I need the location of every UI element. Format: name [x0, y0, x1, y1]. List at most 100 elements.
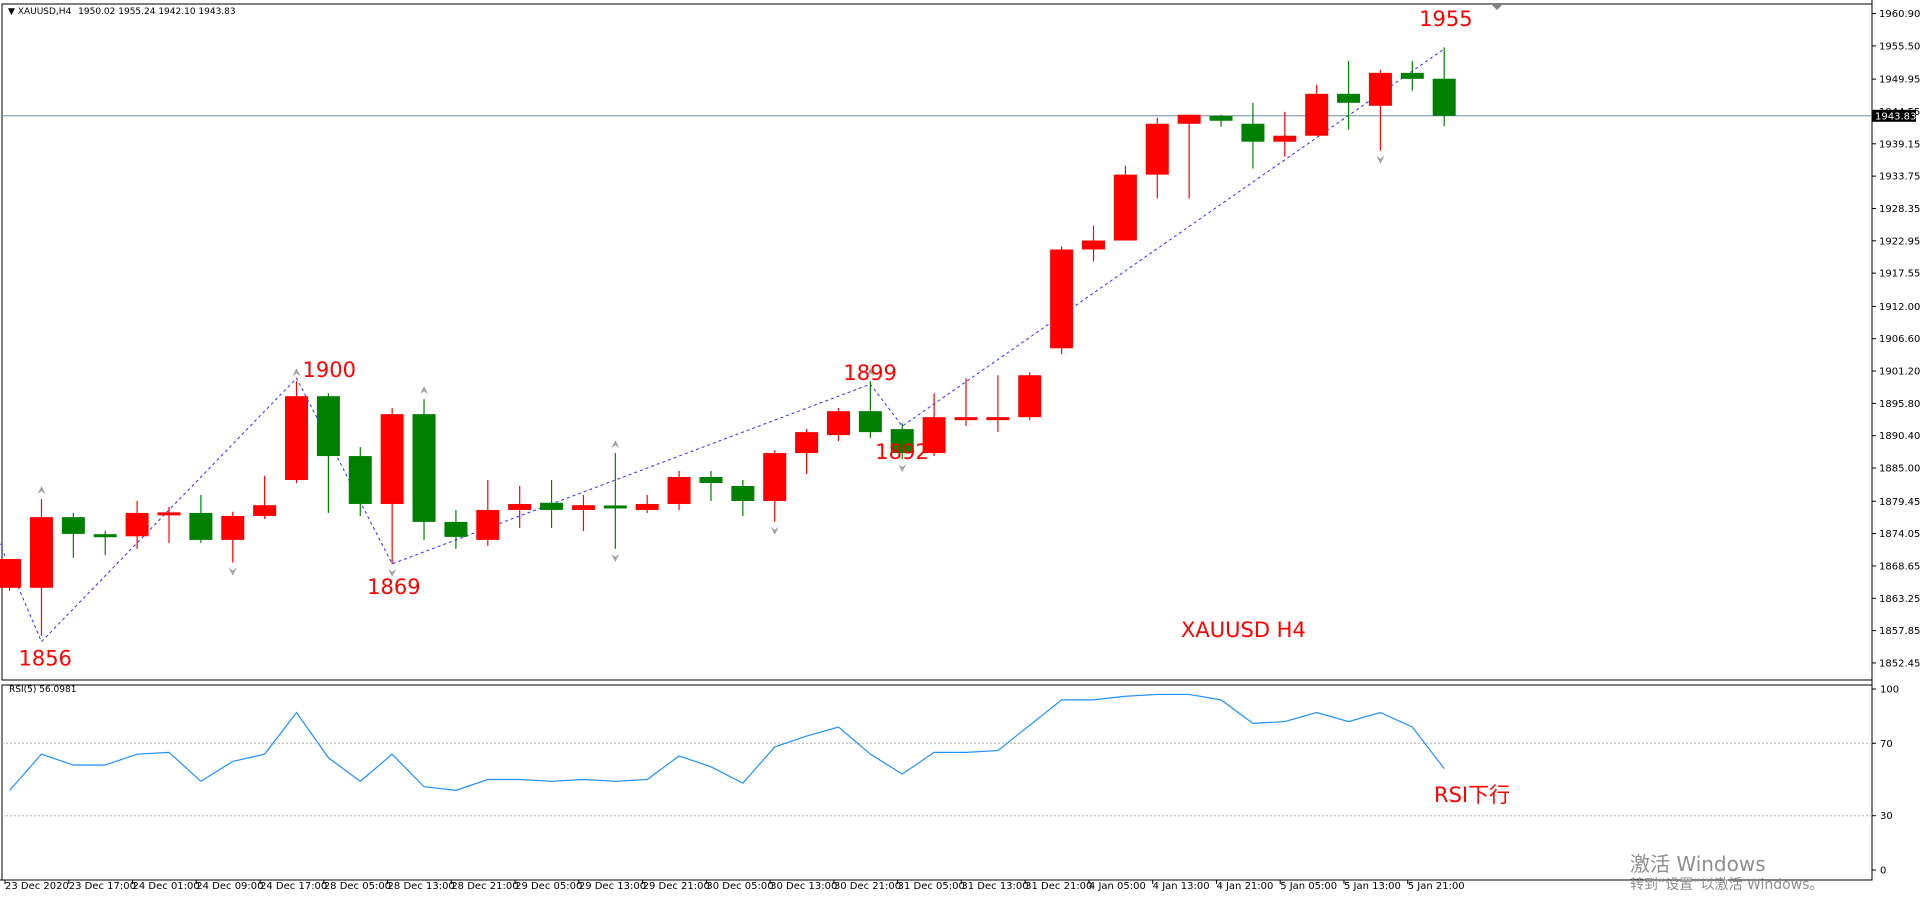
candle-body[interactable] — [1113, 174, 1137, 241]
candle-body[interactable] — [316, 396, 340, 457]
candle-body[interactable] — [0, 559, 22, 588]
candle-body[interactable] — [986, 417, 1010, 421]
candle-body[interactable] — [444, 521, 468, 537]
candle-body[interactable] — [1368, 72, 1392, 106]
candle-body[interactable] — [795, 432, 819, 454]
candle-body[interactable] — [1337, 93, 1361, 103]
candle-body[interactable] — [285, 396, 309, 481]
rsi-axis-label: 100 — [1880, 685, 1899, 696]
fractal-down-arrow-icon — [898, 464, 907, 473]
rsi-axis-label: 30 — [1880, 811, 1893, 822]
price-axis-label: 1912.00 — [1879, 302, 1920, 313]
candle-body[interactable] — [508, 503, 532, 510]
candle-body[interactable] — [1305, 93, 1329, 136]
time-axis-label: 4 Jan 21:00 — [1216, 881, 1273, 892]
swing-label-1899: 1899 — [843, 361, 896, 385]
candle-body[interactable] — [29, 517, 53, 588]
candle-body[interactable] — [476, 509, 500, 540]
time-axis-label: 31 Dec 21:00 — [1025, 881, 1092, 892]
candle-body[interactable] — [412, 414, 436, 522]
time-axis-label: 5 Jan 05:00 — [1280, 881, 1337, 892]
candle-body[interactable] — [731, 486, 755, 501]
rsi-annotation: RSI下行 — [1434, 783, 1510, 807]
price-axis-label: 1906.60 — [1879, 334, 1920, 345]
swing-label-1955: 1955 — [1419, 7, 1472, 31]
candle-body[interactable] — [699, 477, 723, 484]
price-axis-label: 1895.80 — [1879, 399, 1920, 410]
price-axis-label: 1874.05 — [1879, 529, 1920, 540]
price-axis-label: 1879.45 — [1879, 497, 1920, 508]
candle-body[interactable] — [1209, 115, 1233, 121]
candle-body[interactable] — [1432, 78, 1456, 116]
swing-label-1869: 1869 — [367, 575, 420, 599]
candle-body[interactable] — [1145, 123, 1169, 175]
candle-body[interactable] — [763, 453, 787, 501]
candle-body[interactable] — [540, 502, 564, 510]
rsi-pane-frame — [1, 684, 1873, 881]
candle-body[interactable] — [603, 505, 627, 509]
time-axis-label: 4 Jan 05:00 — [1089, 881, 1146, 892]
price-axis-label: 1852.45 — [1879, 658, 1920, 669]
fractal-up-arrow-icon — [292, 368, 301, 377]
price-axis-label: 1955.50 — [1879, 41, 1920, 52]
time-axis-label: 28 Dec 21:00 — [451, 881, 518, 892]
time-axis-label: 29 Dec 05:00 — [515, 881, 582, 892]
candle-body[interactable] — [1082, 240, 1106, 250]
price-axis-label: 1960.90 — [1879, 9, 1920, 20]
current-price-tag — [1872, 109, 1916, 122]
time-axis-label: 4 Jan 13:00 — [1153, 881, 1210, 892]
rsi-axis-label: 70 — [1880, 739, 1893, 750]
fractal-up-arrow-icon — [420, 386, 429, 395]
candle-body[interactable] — [1241, 123, 1265, 142]
candle-body[interactable] — [61, 517, 85, 534]
candle-body[interactable] — [253, 505, 277, 516]
time-axis-label: 24 Dec 01:00 — [133, 881, 200, 892]
fractal-up-arrow-icon — [611, 440, 620, 449]
time-axis-label: 28 Dec 13:00 — [388, 881, 455, 892]
candle-body[interactable] — [1273, 135, 1297, 142]
candle-body[interactable] — [858, 411, 882, 433]
fractal-up-arrow-icon — [37, 486, 46, 495]
price-axis-label: 1917.55 — [1879, 269, 1920, 280]
price-axis-label: 1922.95 — [1879, 236, 1920, 247]
candle-body[interactable] — [221, 515, 245, 540]
candle-body[interactable] — [157, 512, 181, 516]
fractal-down-arrow-icon — [1376, 155, 1385, 164]
candle-body[interactable] — [348, 456, 372, 504]
time-axis-label: 31 Dec 05:00 — [898, 881, 965, 892]
time-axis-label: 23 Dec 2020 — [5, 881, 69, 892]
candle-body[interactable] — [667, 477, 691, 504]
time-axis-label: 31 Dec 13:00 — [961, 881, 1028, 892]
price-pane-frame — [1, 3, 1873, 681]
fractal-down-arrow-icon — [388, 568, 397, 577]
candle-body[interactable] — [954, 417, 978, 421]
time-axis-label: 5 Jan 21:00 — [1408, 881, 1465, 892]
price-axis-label: 1885.00 — [1879, 464, 1920, 475]
candle-body[interactable] — [890, 429, 914, 454]
candle-body[interactable] — [1400, 72, 1424, 79]
rsi-axis-label: 0 — [1880, 866, 1886, 877]
price-axis-label: 1857.85 — [1879, 626, 1920, 637]
time-axis-label: 28 Dec 05:00 — [324, 881, 391, 892]
candle-body[interactable] — [380, 414, 404, 504]
candle-body[interactable] — [826, 411, 850, 436]
swing-label-1900: 1900 — [303, 358, 356, 382]
rsi-line — [9, 693, 1445, 791]
activation-watermark-subtitle: 转到“设置”以激活 Windows。 — [1630, 877, 1824, 893]
candle-body[interactable] — [922, 417, 946, 454]
symbol-info: ▼ XAUUSD,H4 1950.02 1955.24 1942.10 1943… — [8, 7, 236, 17]
chart-shift-marker-icon[interactable] — [1491, 4, 1503, 10]
candle-body[interactable] — [93, 534, 117, 538]
time-axis-label: 30 Dec 05:00 — [706, 881, 773, 892]
time-axis-label: 30 Dec 13:00 — [770, 881, 837, 892]
candle-body[interactable] — [189, 512, 213, 540]
candle-body[interactable] — [125, 512, 149, 537]
candle-body[interactable] — [1018, 375, 1042, 418]
dropdown-triangle-icon[interactable]: ▼ — [8, 7, 15, 17]
candle-body[interactable] — [571, 505, 595, 510]
candle-body[interactable] — [635, 503, 659, 510]
candle-body[interactable] — [1050, 249, 1074, 349]
chart-annotation: XAUUSD H4 — [1181, 618, 1306, 642]
candle-body[interactable] — [1177, 114, 1201, 124]
